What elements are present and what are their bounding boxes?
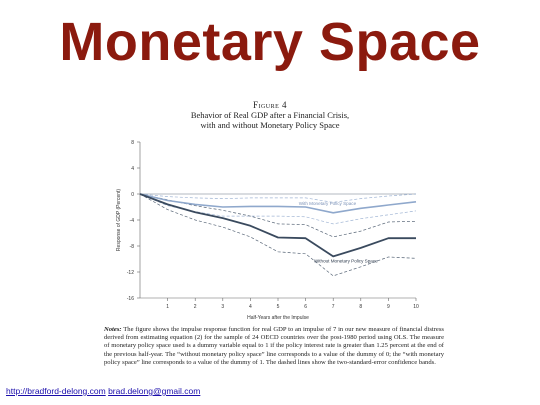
- email-link[interactable]: brad.delong@gmail.com: [108, 386, 201, 396]
- figure-label: Figure 4: [252, 100, 288, 110]
- figure-caption-line2: with and without Monetary Policy Space: [200, 120, 340, 130]
- x-tick-label: 7: [332, 304, 335, 310]
- y-axis-title: Response of GDP (Percent): [116, 189, 122, 251]
- notes-text: The figure shows the impulse response fu…: [104, 326, 444, 366]
- without-space-lower-band: [139, 193, 417, 277]
- y-tick-label: 0: [131, 192, 134, 198]
- without-space-series-label: Without Monetary Policy Space: [314, 258, 378, 263]
- slide-title: Monetary Space: [59, 12, 481, 72]
- y-tick-label: -4: [130, 218, 135, 224]
- with-space-upper-band: [139, 193, 417, 203]
- x-tick-label: 8: [359, 304, 362, 310]
- y-tick-label: -16: [127, 296, 134, 302]
- x-tick-label: 3: [221, 304, 224, 310]
- x-tick-label: 4: [249, 304, 252, 310]
- figure-caption: Behavior of Real GDP after a Financial C…: [0, 110, 540, 130]
- with-space-lower-band: [139, 193, 417, 225]
- y-tick-label: 4: [131, 166, 134, 172]
- figure-caption-line1: Behavior of Real GDP after a Financial C…: [190, 110, 350, 120]
- with-space-line: [139, 193, 417, 214]
- with-space-series-label: With Monetary Policy Space: [299, 201, 357, 206]
- x-axis-title: Half-Years after the Impulse: [247, 315, 309, 321]
- x-tick-label: 9: [387, 304, 390, 310]
- without-space-upper-band: [139, 193, 417, 238]
- x-tick-label: 5: [277, 304, 280, 310]
- footer-links: http://bradford-delong.com brad.delong@g…: [6, 386, 200, 396]
- x-tick-label: 6: [304, 304, 307, 310]
- x-tick-label: 10: [413, 304, 419, 310]
- x-tick-label: 1: [166, 304, 169, 310]
- x-tick-label: 2: [194, 304, 197, 310]
- y-tick-label: -12: [127, 270, 134, 276]
- website-link[interactable]: http://bradford-delong.com: [6, 386, 106, 396]
- notes-lead: Notes:: [104, 326, 122, 333]
- y-tick-label: -8: [130, 244, 135, 250]
- y-tick-label: 8: [131, 140, 134, 146]
- figure-notes: Notes: The figure shows the impulse resp…: [104, 326, 444, 367]
- without-space-line: [139, 193, 416, 258]
